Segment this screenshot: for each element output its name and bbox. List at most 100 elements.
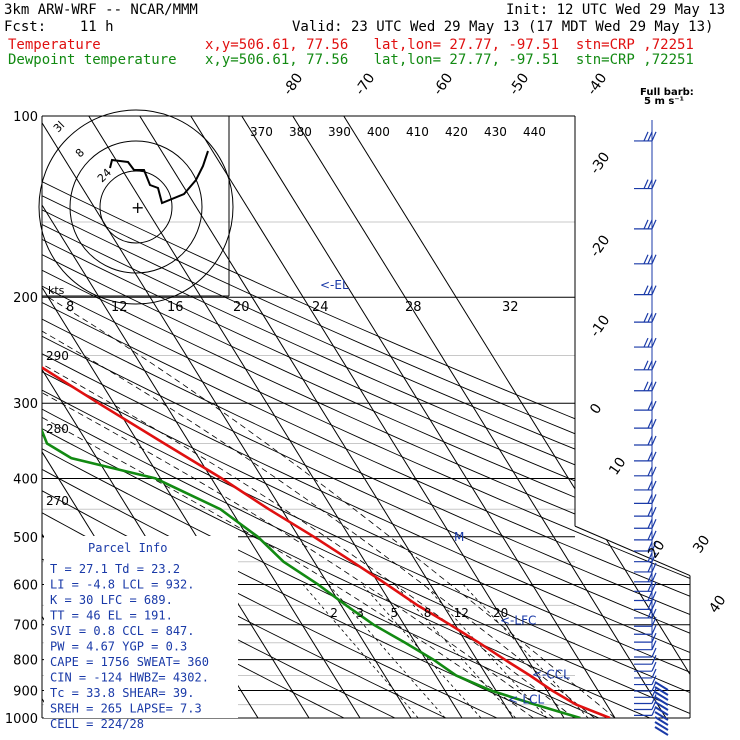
wind-barb-flag	[651, 608, 657, 619]
wind-barb-flag	[647, 451, 653, 462]
wind-barb-flag	[647, 254, 653, 265]
pressure-tick-label: 700	[13, 619, 38, 634]
dry-adiabat-line	[42, 128, 690, 718]
dry-adiabat-line	[42, 128, 690, 718]
wind-barb-flag	[651, 640, 657, 650]
level-marker-label: M	[454, 530, 464, 544]
wind-barb-flag	[647, 400, 653, 411]
wind-barb-flag	[651, 688, 657, 698]
dry-adiabat-line	[42, 128, 690, 718]
wind-barb-flag	[651, 668, 657, 679]
pressure-tick-label: 800	[13, 654, 38, 669]
hodograph-ring	[69, 140, 203, 274]
pressure-tick-label: 100	[13, 110, 38, 125]
mixing-ratio-label: 20	[493, 606, 508, 620]
temperature-tick-label: -20	[587, 232, 613, 260]
hodograph-speed-tick: 28	[405, 300, 422, 315]
theta-tick-label: 380	[289, 125, 312, 139]
temperature-legend-label: Temperature	[8, 37, 101, 53]
dry-adiabat-line	[42, 128, 690, 718]
wind-barb-flag	[643, 312, 649, 323]
wind-barb-flag	[647, 562, 653, 573]
wind-barb-flag	[651, 661, 657, 672]
dewpoint-location: x,y=506.61, 77.56 lat,lon= 27.77, -97.51…	[205, 52, 694, 68]
wind-barb-flag	[651, 254, 657, 265]
wind-barb-flag	[647, 312, 653, 323]
isotherm-line	[42, 116, 361, 718]
mixing-ratio-line	[394, 584, 516, 719]
wind-barb-flag	[643, 219, 649, 230]
hodograph-speed-tick: 32	[502, 300, 519, 315]
wind-barb-flag	[647, 337, 653, 348]
wind-barb-flag	[651, 466, 657, 477]
isotherm-line	[190, 116, 565, 718]
wind-barb-flag	[651, 285, 657, 295]
moist-adiabat-line	[42, 296, 575, 718]
theta-tick-label: 430	[484, 125, 507, 139]
hodograph-speed-tick: 20	[233, 300, 250, 315]
wind-barb-flag	[643, 381, 649, 391]
wind-barb-flag	[647, 435, 653, 446]
wind-barb-flag	[651, 552, 657, 562]
wind-barb-flag	[651, 312, 657, 323]
pressure-tick-label: 400	[13, 472, 38, 487]
forecast-hour: Fcst: 11 h	[4, 19, 114, 35]
parcel-info-row: PW = 4.67 YGP = 0.3	[50, 640, 187, 654]
temperature-tick-label: 30	[690, 533, 713, 557]
wind-barb-flag	[651, 582, 657, 592]
wind-barb-flag	[647, 608, 653, 619]
hodograph-center: +	[131, 198, 144, 217]
wind-barb-flag	[651, 400, 657, 411]
dry-adiabat-line	[42, 128, 690, 718]
wind-barb-lower	[654, 691, 669, 701]
wind-barb-flag	[647, 582, 653, 592]
wind-barb-flag	[651, 591, 657, 601]
wind-barb-flag	[651, 616, 657, 627]
dry-adiabat-line	[42, 128, 681, 718]
moist-adiabat-line	[42, 296, 555, 718]
hodograph-ring	[38, 109, 234, 305]
temperature-tick-label: -80	[280, 70, 306, 98]
wind-barb-flag	[651, 694, 657, 704]
sounding-curves	[42, 116, 611, 718]
hodograph-kts-label: kts	[48, 284, 65, 297]
temperature-tick-label: 0	[587, 401, 605, 417]
parcel-info-row: K = 30 LFC = 689.	[50, 593, 173, 607]
theta-tick-label: 410	[406, 125, 429, 139]
isotherm-line	[241, 116, 616, 718]
wind-barb-flag	[651, 418, 657, 429]
temperature-tick-label: -10	[587, 312, 613, 340]
wind-barb-flag	[647, 179, 653, 189]
level-marker-label: <-EL	[320, 278, 349, 292]
wind-barb-flag	[651, 435, 657, 446]
wind-barb-flag	[651, 675, 657, 685]
wind-barb-flag	[643, 337, 649, 348]
mixing-ratio-label: 5	[391, 606, 399, 620]
wind-barb-flag	[651, 494, 657, 504]
hodograph-trace	[109, 150, 209, 205]
pressure-tick-label: 1000	[5, 712, 38, 727]
wind-barb-flag	[647, 360, 653, 371]
parcel-info-row: LI = -4.8 LCL = 932.	[50, 578, 195, 592]
wind-barb-lower	[654, 681, 669, 691]
parcel-info-row: Tc = 33.8 SHEAR= 39.	[50, 686, 195, 700]
diagram-grid	[0, 115, 691, 719]
wind-barb-flag	[643, 360, 649, 371]
temperature-location: x,y=506.61, 77.56 lat,lon= 27.77, -97.51…	[205, 37, 694, 53]
pressure-tick-label: 500	[13, 531, 38, 546]
dewpoint-series-line	[42, 116, 581, 718]
mixing-ratio-line	[361, 584, 482, 719]
wind-barb-flag	[647, 131, 653, 142]
wind-barb-flag	[651, 632, 657, 643]
pressure-tick-label: 200	[13, 291, 38, 306]
isotherm-line	[0, 116, 3, 718]
wind-barb-flag	[651, 131, 657, 142]
temperature-tick-label: -30	[587, 149, 613, 177]
hodograph-ring-label: 8	[73, 146, 87, 160]
level-marker-label: <-CCL	[532, 668, 570, 682]
wind-barb-lower	[654, 706, 669, 716]
wind-barb-flag	[647, 519, 653, 529]
dry-adiabat-line	[42, 128, 629, 718]
wind-barb-lower	[654, 721, 669, 731]
